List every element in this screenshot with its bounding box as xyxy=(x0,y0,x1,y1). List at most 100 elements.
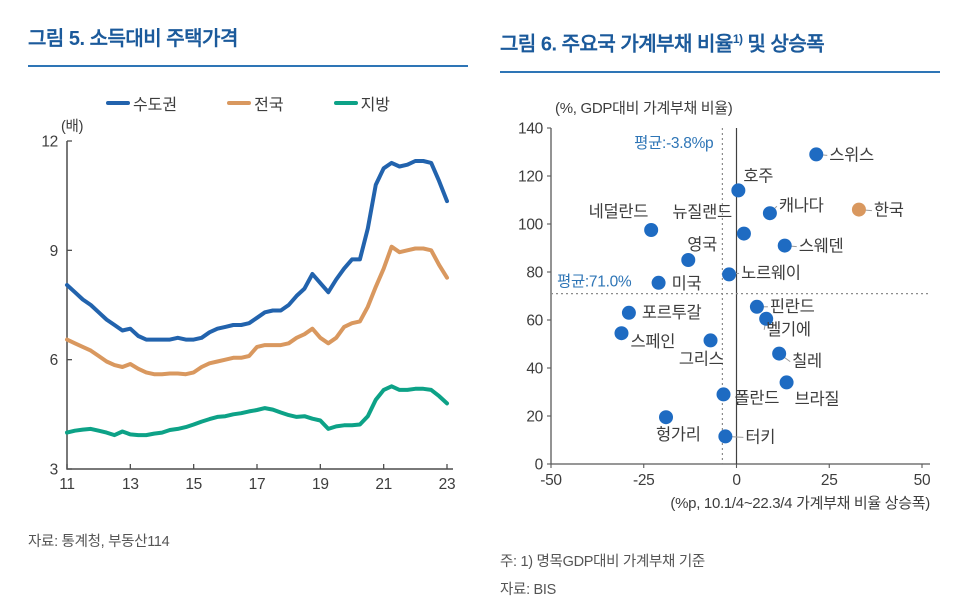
figure-6-title-footnote-marker: 1) xyxy=(732,32,743,46)
svg-text:21: 21 xyxy=(375,476,392,493)
label-brazil: 브라질 xyxy=(795,389,840,408)
figure-6-source: 자료: BIS xyxy=(500,581,557,598)
label-turkey: 터키 xyxy=(745,427,775,446)
label-switzerland: 스위스 xyxy=(829,145,874,164)
dot-poland xyxy=(716,387,731,402)
dot-australia xyxy=(731,183,746,198)
label-spain: 스페인 xyxy=(630,332,675,351)
svg-text:0: 0 xyxy=(732,472,741,489)
label-australia: 호주 xyxy=(743,166,773,185)
svg-text:20: 20 xyxy=(526,408,543,425)
label-netherlands: 네덜란드 xyxy=(589,202,649,221)
svg-text:평균:-3.8%p: 평균:-3.8%p xyxy=(634,134,713,152)
figure-6-title: 그림 6. 주요국 가계부채 비율1) 및 상승폭 xyxy=(500,26,940,58)
label-us: 미국 xyxy=(672,273,702,292)
fig5-axes: 3 6 9 12 11 13 15 17 19 21 23 (배) xyxy=(41,118,455,493)
figure-5-title-underline xyxy=(28,65,468,67)
fig6-chart-svg: (%, GDP대비 가계부채 비율) (%p, 10.1/4~22.3/4 가계부… xyxy=(518,100,931,512)
dot-korea xyxy=(851,202,866,217)
figure-6-title-underline xyxy=(500,70,940,73)
figure-6-note: 주: 1) 명목GDP대비 가계부채 기준 xyxy=(500,553,705,570)
dot-turkey xyxy=(718,429,733,444)
scatter-point-hungary: 헝가리 xyxy=(656,409,701,444)
figure-6-title-main: 그림 6. 주요국 가계부채 비율 xyxy=(500,33,733,56)
label-chile: 칠레 xyxy=(792,351,822,370)
scatter-point-canada: 캐나다 xyxy=(762,196,824,220)
scatter-point-brazil: 브라질 xyxy=(779,375,840,408)
svg-text:120: 120 xyxy=(518,168,544,185)
label-sweden: 스웨덴 xyxy=(799,236,844,255)
svg-text:23: 23 xyxy=(439,476,456,493)
dot-canada xyxy=(762,205,777,220)
scatter-point-chile: 칠레 xyxy=(772,346,822,370)
dot-sweden xyxy=(777,238,792,253)
scatter-point-australia: 호주 xyxy=(731,166,774,198)
dot-hungary xyxy=(659,409,674,424)
svg-text:100: 100 xyxy=(518,216,544,233)
household-debt-scatter-chart: (%, GDP대비 가계부채 비율) (%p, 10.1/4~22.3/4 가계부… xyxy=(500,91,940,543)
svg-text:11: 11 xyxy=(59,476,75,493)
svg-text:25: 25 xyxy=(821,472,838,489)
house-price-line-chart: 3 6 9 12 11 13 15 17 19 21 23 (배) xyxy=(28,113,468,518)
svg-text:평균:71.0%: 평균:71.0% xyxy=(557,272,632,290)
svg-text:(배): (배) xyxy=(61,118,83,135)
scatter-point-norway: 노르웨이 xyxy=(722,263,801,282)
dot-portugal xyxy=(621,305,636,320)
scatter-point-poland: 폴란드 xyxy=(716,387,780,407)
label-belgium: 벨기에 xyxy=(766,319,811,338)
dot-greece xyxy=(703,333,718,348)
label-uk: 영국 xyxy=(687,235,717,254)
svg-text:60: 60 xyxy=(526,312,543,329)
svg-text:(%, GDP대비 가계부채 비율): (%, GDP대비 가계부채 비율) xyxy=(555,100,733,117)
scatter-point-korea: 한국 xyxy=(851,201,904,219)
dot-spain xyxy=(614,325,629,340)
svg-text:-50: -50 xyxy=(540,472,562,489)
svg-text:12: 12 xyxy=(41,134,58,151)
dot-new-zealand xyxy=(736,226,751,241)
dot-chile xyxy=(772,346,787,361)
legend-label-regional: 지방 xyxy=(360,97,391,114)
label-korea: 한국 xyxy=(874,201,904,219)
dot-netherlands xyxy=(644,222,659,237)
legend-marker-national xyxy=(227,100,252,106)
label-new-zealand: 뉴질랜드 xyxy=(672,202,732,221)
svg-text:13: 13 xyxy=(122,476,139,493)
scatter-point-belgium: 벨기에 xyxy=(759,311,811,338)
label-greece: 그리스 xyxy=(679,349,724,368)
dot-brazil xyxy=(779,375,794,390)
svg-text:9: 9 xyxy=(50,243,58,260)
scatter-point-uk: 영국 xyxy=(681,235,717,267)
scatter-point-finland: 핀란드 xyxy=(749,296,815,315)
label-portugal: 포르투갈 xyxy=(642,302,702,321)
legend-marker-regional xyxy=(333,100,358,106)
legend-label-national: 전국 xyxy=(254,97,284,114)
figure-6-title-tail: 및 상승폭 xyxy=(742,33,825,56)
figure-6: 그림 6. 주요국 가계부채 비율1) 및 상승폭 (%, GDP대비 가계부채… xyxy=(500,26,940,599)
label-poland: 폴란드 xyxy=(735,388,780,407)
figure-5-title: 그림 5. 소득대비 주택가격 xyxy=(28,28,238,50)
scatter-point-netherlands: 네덜란드 xyxy=(589,202,659,237)
dot-belgium xyxy=(759,311,774,326)
dot-us xyxy=(651,275,666,290)
svg-text:40: 40 xyxy=(526,360,543,377)
dot-norway xyxy=(722,267,737,282)
scatter-point-us: 미국 xyxy=(651,273,702,292)
legend-label-metro: 수도권 xyxy=(132,97,178,114)
line-regional xyxy=(65,384,449,438)
scatter-point-spain: 스페인 xyxy=(614,325,675,351)
svg-text:3: 3 xyxy=(50,462,58,479)
legend-marker-metro xyxy=(105,100,130,106)
svg-text:140: 140 xyxy=(518,120,544,137)
svg-text:6: 6 xyxy=(50,352,58,369)
scatter-point-turkey: 터키 xyxy=(718,427,775,446)
svg-text:80: 80 xyxy=(526,264,543,281)
svg-text:0: 0 xyxy=(535,456,544,473)
label-canada: 캐나다 xyxy=(779,196,824,215)
line-metro xyxy=(65,159,449,342)
dot-switzerland xyxy=(809,147,824,162)
dot-uk xyxy=(681,252,696,267)
figure-5-legend: 수도권 전국 지방 xyxy=(28,91,468,115)
fig6-axes: 0 20 40 60 80 100 120 140 -50 -25 0 25 50 xyxy=(518,120,931,489)
scatter-point-new-zealand: 뉴질랜드 xyxy=(672,202,751,241)
legend-item-national: 전국 xyxy=(227,91,284,115)
